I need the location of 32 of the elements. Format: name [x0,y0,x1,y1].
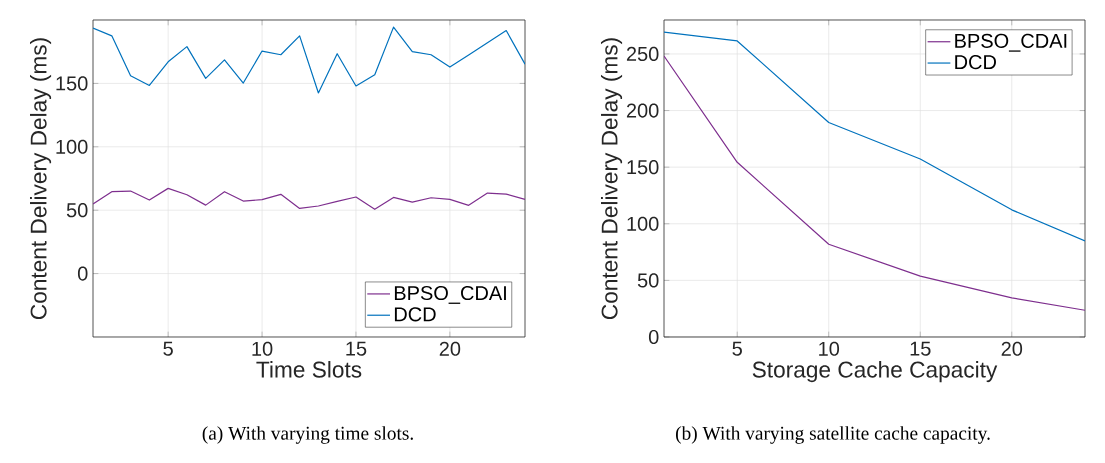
line-series [93,26,526,94]
y-tick-label: 250 [626,46,659,62]
text: (a) With varying time slots. [202,426,413,444]
x-tick-label: 10 [819,341,840,356]
line-series [664,55,1085,311]
legend-label: DCD [955,55,996,70]
legend-label: BPSO_CDAI [394,285,506,304]
y-tick-label: 150 [627,160,659,175]
x-tick-label: 10 [252,341,273,356]
y-tick-label: 0 [648,329,659,345]
line-series [93,187,526,210]
x-axis-title: Time Slots [256,361,362,378]
x-tick-label: 20 [1001,341,1023,356]
text: (b) With varying satellite cache capacity. [675,426,990,444]
y-axis-title: Content Delivery Delay (ms) [600,38,623,320]
y-tick-label: 50 [637,273,659,288]
y-tick-label: 200 [626,103,659,118]
x-tick-label: 20 [439,341,461,356]
legend-label: BPSO_CDAI [955,33,1067,52]
y-tick-label: 150 [56,76,88,91]
x-tick-label: 15 [910,341,931,356]
x-tick-label: 15 [346,341,367,356]
y-axis-title: Content Delivery Delay (ms) [30,38,52,320]
legend-label: DCD [394,307,436,322]
y-tick-label: 100 [627,216,659,231]
y-tick-label: 100 [56,139,88,154]
x-tick-label: 5 [163,341,173,356]
y-tick-label: 50 [66,203,88,218]
x-tick-label: 5 [732,341,742,356]
line-series [664,31,1085,242]
x-axis-title: Storage Cache Capacity [752,361,998,383]
y-tick-label: 0 [77,266,88,281]
